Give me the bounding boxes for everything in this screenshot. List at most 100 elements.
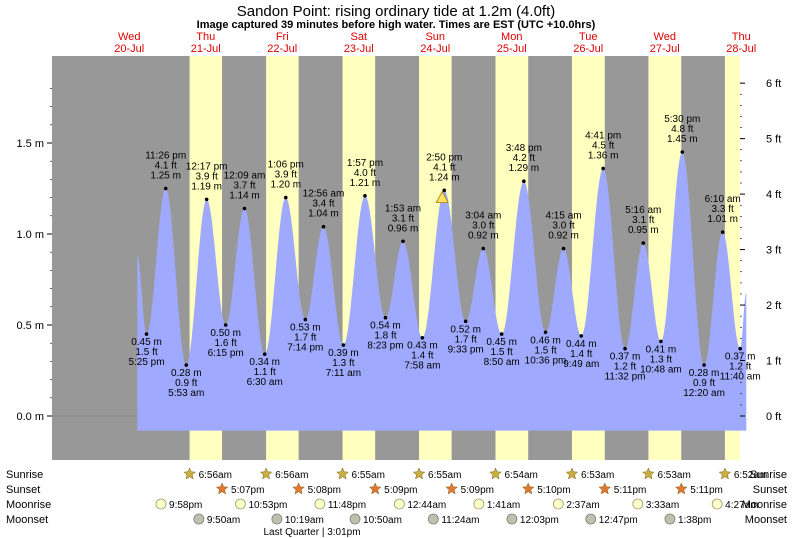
y-tick-label-feet: 5 ft — [766, 134, 781, 146]
sunset-icon — [598, 482, 612, 495]
sunrise-row-label-right: Sunrise — [750, 469, 787, 481]
high-tide-time: 3:48 pm — [506, 143, 542, 154]
sunrise-icon — [489, 467, 502, 480]
day-label-date: 20-Jul — [114, 43, 144, 55]
y-tick-label-metres: 0.5 m — [16, 320, 44, 332]
low-tide-height-m: 0.28 m — [689, 368, 720, 379]
y-tick-label-feet: 6 ft — [766, 78, 781, 90]
day-label-name: Fri — [276, 31, 289, 43]
y-tick-label-metres: 1.0 m — [16, 229, 44, 241]
low-tide-time: 5:25 pm — [128, 357, 164, 368]
low-tide-height-m: 0.45 m — [486, 337, 517, 348]
high-tide-time: 11:26 pm — [145, 151, 186, 162]
high-tide-height-m: 1.45 m — [667, 134, 698, 145]
high-tide-time: 12:09 am — [224, 171, 266, 182]
current-level-marker — [435, 190, 449, 204]
moonrise-row-label-right: Moonrise — [742, 499, 787, 511]
moonset-time: 9:50am — [207, 515, 240, 526]
sunrise-icon — [565, 467, 579, 480]
moonset-time: 11:24am — [441, 515, 479, 526]
moonrise-icon — [155, 498, 167, 510]
low-tide-height-m: 0.34 m — [249, 357, 280, 368]
y-tick-label-feet: 3 ft — [766, 245, 781, 257]
low-tide-time: 6:15 pm — [208, 348, 244, 359]
high-tide-height-m: 1.21 m — [350, 178, 381, 189]
low-tide-height-ft: 1.7 ft — [455, 334, 477, 345]
high-tide-height-m: 1.14 m — [229, 191, 260, 202]
day-label-date: 22-Jul — [267, 43, 297, 55]
chart-title: Sandon Point: rising ordinary tide at 1.… — [237, 3, 556, 20]
sunrise-time: 6:53am — [581, 470, 614, 481]
low-tide-point — [623, 346, 627, 351]
high-tide-height-ft: 4.1 ft — [155, 161, 177, 172]
low-tide-height-ft: 1.3 ft — [650, 354, 672, 365]
high-tide-height-m: 1.01 m — [707, 214, 738, 225]
low-tide-point — [702, 363, 706, 367]
high-tide-time: 12:17 pm — [186, 161, 228, 172]
sunset-time: 5:09pm — [461, 485, 494, 496]
low-tide-point — [223, 323, 228, 327]
high-tide-point — [283, 195, 288, 200]
low-tide-height-ft: 1.5 ft — [135, 347, 157, 358]
moonrise-icon — [711, 498, 723, 510]
moonrise-time: 3:33am — [646, 500, 679, 511]
high-tide-height-m: 0.92 m — [548, 231, 579, 242]
moonrise-time: 9:58pm — [169, 500, 202, 511]
high-tide-point — [321, 224, 326, 229]
low-tide-height-ft: 1.5 ft — [491, 347, 513, 358]
low-tide-point — [262, 352, 267, 356]
high-tide-point — [163, 186, 168, 191]
y-tick-label-feet: 1 ft — [766, 356, 781, 368]
high-tide-point — [522, 179, 526, 184]
low-tide-point — [499, 332, 504, 336]
low-tide-height-ft: 1.6 ft — [215, 338, 237, 349]
day-label-name: Tue — [579, 31, 598, 43]
sunset-row-label-left: Sunset — [6, 484, 40, 496]
sunset-time: 5:11pm — [614, 485, 647, 496]
sunset-icon — [445, 482, 459, 495]
high-tide-height-ft: 3.4 ft — [312, 199, 334, 210]
high-tide-height-m: 1.24 m — [429, 172, 460, 183]
day-label-name: Thu — [196, 31, 215, 43]
tide-area — [137, 152, 747, 431]
high-tide-point — [401, 239, 405, 244]
moonset-row-label-right: Moonset — [745, 514, 787, 526]
low-tide-point — [383, 315, 388, 320]
low-tide-height-ft: 0.9 ft — [175, 378, 197, 389]
y-tick-label-metres: 1.5 m — [16, 138, 44, 150]
low-tide-point — [738, 346, 742, 351]
moonset-icon — [271, 513, 283, 525]
low-tide-point — [420, 335, 425, 340]
moonrise-icon — [552, 498, 564, 510]
high-tide-height-m: 1.20 m — [270, 180, 301, 191]
high-tide-height-m: 1.04 m — [308, 209, 339, 220]
sunrise-icon — [412, 467, 426, 480]
y-axis-feet: 0 ft 1 ft 2 ft 3 ft 4 ft 5 ft 6 ft — [740, 78, 781, 423]
moonrise-time: 10:53pm — [248, 500, 287, 511]
low-tide-height-m: 0.43 m — [407, 341, 438, 352]
high-tide-height-ft: 3.1 ft — [632, 215, 654, 226]
day-label-date: 25-Jul — [497, 43, 527, 55]
low-tide-height-ft: 1.2 ft — [614, 362, 636, 373]
moonrise-time: 2:37am — [566, 500, 599, 511]
low-tide-height-ft: 1.1 ft — [254, 367, 276, 378]
high-tide-height-ft: 4.1 ft — [433, 162, 455, 173]
moon-phase-label: Last Quarter | 3:01pm — [263, 527, 360, 538]
day-label-name: Wed — [654, 31, 676, 43]
high-tide-height-ft: 4.8 ft — [671, 124, 693, 135]
low-tide-point — [543, 330, 548, 335]
high-tide-point — [204, 197, 209, 202]
low-tide-time: 7:11 am — [326, 368, 361, 379]
high-tide-time: 12:56 am — [303, 189, 345, 200]
moonrise-icon — [632, 498, 644, 510]
sunset-icon — [368, 482, 382, 495]
low-tide-height-m: 0.45 m — [131, 337, 162, 348]
high-tide-height-ft: 3.9 ft — [275, 170, 297, 181]
moonset-icon — [585, 513, 597, 525]
low-tide-height-ft: 1.3 ft — [332, 358, 354, 369]
sunrise-time: 6:55am — [352, 470, 385, 481]
y-tick-label-metres: 0.0 m — [16, 411, 44, 423]
low-tide-point — [303, 317, 308, 322]
sunrise-icon — [259, 467, 273, 480]
